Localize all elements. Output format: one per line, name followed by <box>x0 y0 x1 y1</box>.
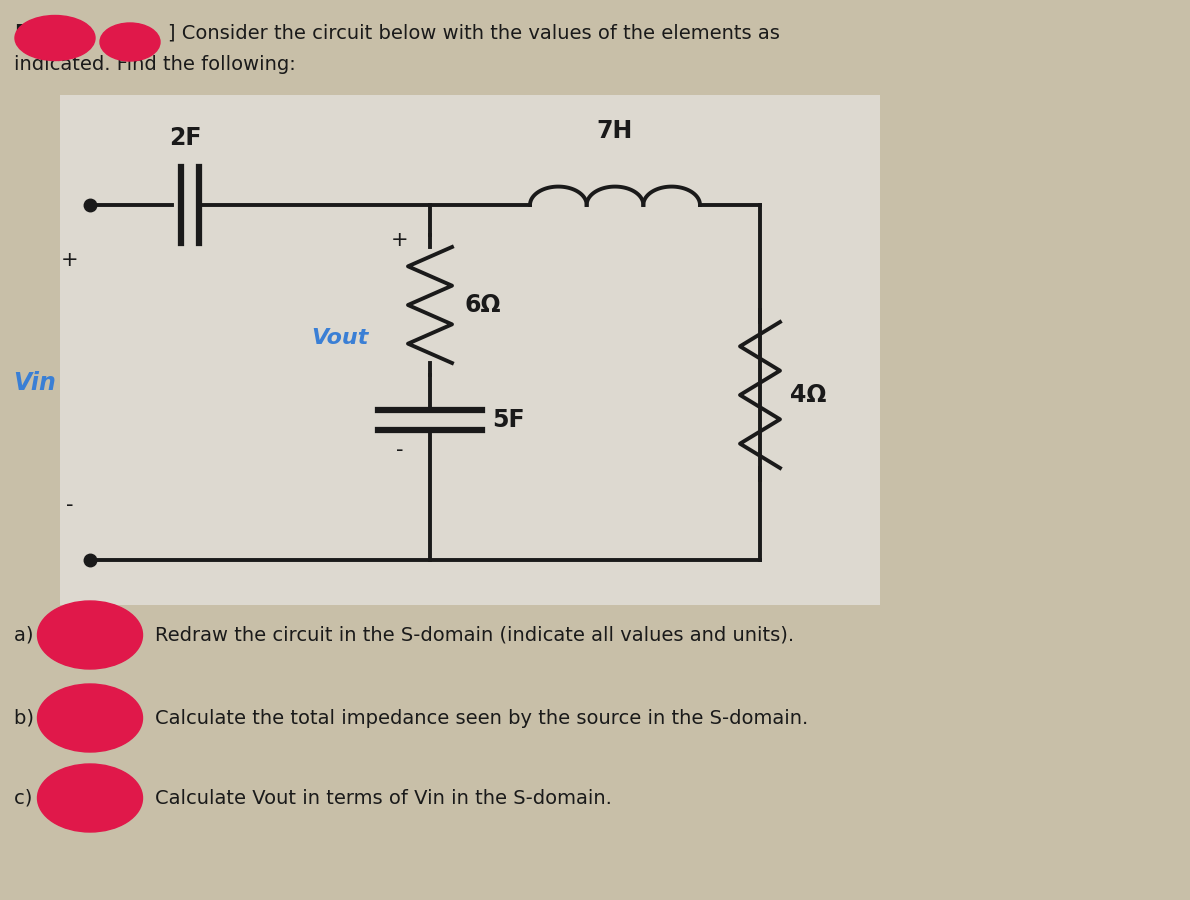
Text: 5F: 5F <box>491 408 525 432</box>
Ellipse shape <box>38 764 143 832</box>
Text: ] Consider the circuit below with the values of the elements as: ] Consider the circuit below with the va… <box>168 23 779 42</box>
Text: +: + <box>61 250 79 270</box>
Text: Vout: Vout <box>312 328 369 347</box>
Text: 4Ω: 4Ω <box>790 383 826 407</box>
Ellipse shape <box>38 601 143 669</box>
Text: 6Ω: 6Ω <box>465 293 501 317</box>
Text: Redraw the circuit in the S-domain (indicate all values and units).: Redraw the circuit in the S-domain (indi… <box>155 626 794 644</box>
Text: -: - <box>396 440 403 460</box>
Ellipse shape <box>38 684 143 752</box>
Bar <box>60 95 879 605</box>
Text: [: [ <box>14 23 24 43</box>
Ellipse shape <box>100 23 159 61</box>
Text: a): a) <box>14 626 39 644</box>
Text: Vin: Vin <box>13 371 56 394</box>
Ellipse shape <box>15 15 95 60</box>
Text: +: + <box>392 230 409 250</box>
Text: 2F: 2F <box>169 126 201 150</box>
Text: -: - <box>67 495 74 515</box>
Text: c) [: c) [ <box>14 788 46 807</box>
Text: 7H: 7H <box>597 119 633 143</box>
Text: indicated. Find the following:: indicated. Find the following: <box>14 56 296 75</box>
Text: b): b) <box>14 708 40 727</box>
Text: Calculate Vout in terms of Vin in the S-domain.: Calculate Vout in terms of Vin in the S-… <box>155 788 612 807</box>
Text: Calculate the total impedance seen by the source in the S-domain.: Calculate the total impedance seen by th… <box>155 708 808 727</box>
